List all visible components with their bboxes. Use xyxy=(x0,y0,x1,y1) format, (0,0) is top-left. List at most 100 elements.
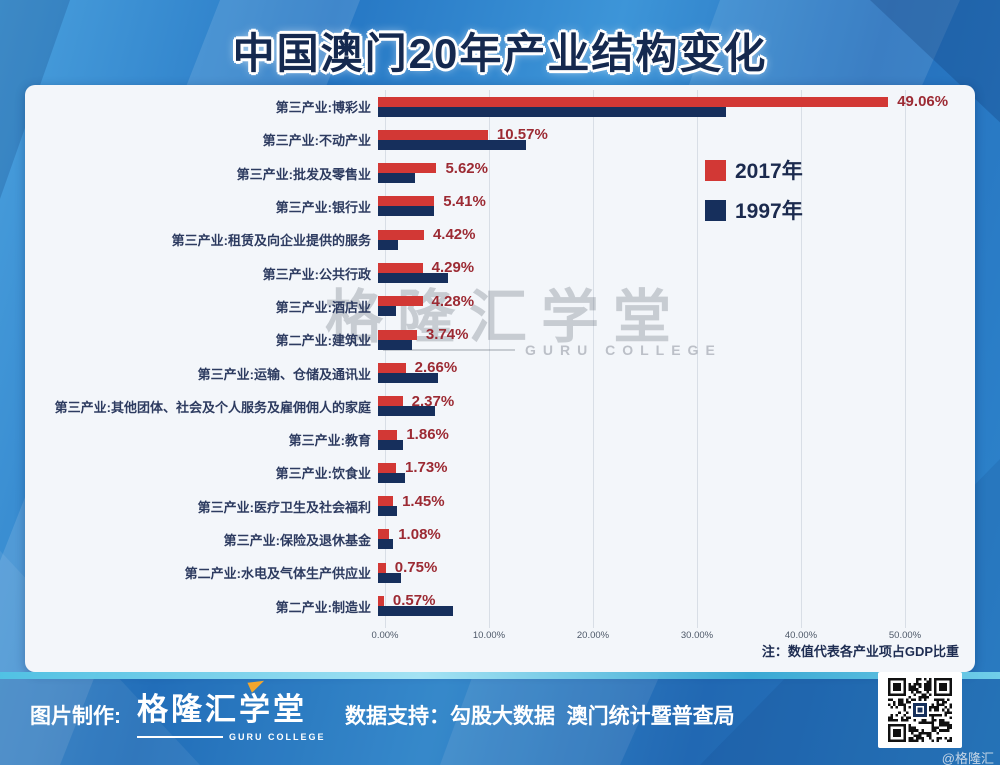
chart-row: 第三产业:饮食业 1.73% xyxy=(25,456,975,489)
bar-1997 xyxy=(378,306,396,317)
gridline xyxy=(801,90,802,628)
bar-group: 3.74% xyxy=(378,323,975,356)
value-label: 1.45% xyxy=(402,492,445,510)
bar-1997 xyxy=(378,173,416,184)
value-label: 5.41% xyxy=(443,192,486,210)
bar-1997 xyxy=(378,439,403,450)
bar-2017 xyxy=(378,396,403,407)
category-label: 第三产业:保险及退休基金 xyxy=(223,533,371,548)
bar-group: 0.57% xyxy=(378,589,975,622)
bar-1997 xyxy=(378,539,393,550)
bar-1997 xyxy=(378,339,413,350)
bar-group: 1.73% xyxy=(378,456,975,489)
category-label: 第二产业:建筑业 xyxy=(275,333,371,349)
bar-group: 0.75% xyxy=(378,556,975,589)
corner-watermark: @格隆汇 xyxy=(941,751,994,765)
bar-1997 xyxy=(378,472,406,483)
gridline xyxy=(489,90,490,628)
bar-group: 4.28% xyxy=(378,290,975,323)
bar-1997 xyxy=(378,239,398,250)
guru-college-logo: 格隆汇学堂 GURU COLLEGE xyxy=(137,676,326,742)
chart-row: 第三产业:酒店业 4.28% xyxy=(25,290,975,323)
x-axis-tick-label: 40.00% xyxy=(784,630,818,641)
bar-group: 4.42% xyxy=(378,223,975,256)
chart-note: 注：数值代表各产业项占GDP比重 xyxy=(761,644,959,659)
bar-2017 xyxy=(378,529,390,540)
category-label: 第三产业:批发及零售业 xyxy=(236,166,371,182)
bar-group: 10.57% xyxy=(378,123,975,156)
category-label: 第二产业:制造业 xyxy=(275,599,371,615)
bar-2017 xyxy=(378,562,386,573)
category-label: 第三产业:银行业 xyxy=(275,200,371,216)
bar-2017 xyxy=(378,263,423,274)
category-label: 第三产业:医疗卫生及社会福利 xyxy=(197,499,371,515)
category-label: 第二产业:水电及气体生产供应业 xyxy=(184,566,371,582)
legend-swatch-1997-icon xyxy=(705,199,726,221)
bar-2017 xyxy=(378,229,424,240)
qr-code xyxy=(878,672,962,748)
category-label: 第三产业:运输、仓储及通讯业 xyxy=(197,366,371,382)
bar-2017 xyxy=(378,362,406,373)
value-label: 0.75% xyxy=(394,559,438,577)
bar-1997 xyxy=(378,572,401,583)
data-support-text: 数据支持：勾股大数据 澳门统计暨普查局 xyxy=(345,705,735,728)
bar-group: 2.37% xyxy=(378,390,975,423)
x-axis-tick-label: 10.00% xyxy=(472,630,506,641)
bar-group: 49.06% xyxy=(378,90,975,123)
legend-item-1997: 1997年 xyxy=(705,195,803,225)
chart-row: 第三产业:租赁及向企业提供的服务 4.42% xyxy=(25,223,975,256)
category-label: 第三产业:博彩业 xyxy=(275,100,371,116)
legend-item-2017: 2017年 xyxy=(705,155,803,185)
x-axis-tick-label: 30.00% xyxy=(680,630,714,641)
chart-row: 第二产业:水电及气体生产供应业 0.75% xyxy=(25,556,975,589)
chart-row: 第二产业:制造业 0.57% xyxy=(25,589,975,622)
value-label: 2.37% xyxy=(411,392,455,410)
bar-group: 5.62% xyxy=(378,157,975,190)
bar-2017 xyxy=(378,462,396,473)
chart-legend: 2017年 1997年 xyxy=(705,155,803,235)
value-label: 2.66% xyxy=(414,359,458,377)
category-label: 第三产业:酒店业 xyxy=(275,299,371,315)
gridline xyxy=(593,90,594,628)
category-label: 第三产业:饮食业 xyxy=(275,466,371,482)
bar-1997 xyxy=(378,406,436,417)
bar-1997 xyxy=(378,106,727,117)
bar-1997 xyxy=(378,273,448,284)
bar-1997 xyxy=(378,506,397,517)
footer-background xyxy=(0,679,1000,765)
cyan-divider xyxy=(0,672,1000,679)
chart-row: 第三产业:教育 1.86% xyxy=(25,423,975,456)
value-label: 10.57% xyxy=(496,126,548,144)
footer: 图片制作: 格隆汇学堂 GURU COLLEGE 数据支持：勾股大数据 澳门统计… xyxy=(0,672,1000,765)
bar-2017 xyxy=(378,196,435,207)
chart-row: 第三产业:运输、仓储及通讯业 2.66% xyxy=(25,356,975,389)
value-label: 4.29% xyxy=(431,259,475,277)
bar-1997 xyxy=(378,606,453,617)
bar-2017 xyxy=(378,429,398,440)
x-axis-tick-label: 20.00% xyxy=(576,630,610,641)
chart-row: 第三产业:医疗卫生及社会福利 1.45% xyxy=(25,490,975,523)
bar-2017 xyxy=(378,129,488,140)
bar-group: 4.29% xyxy=(378,256,975,289)
value-label: 49.06% xyxy=(897,93,949,110)
qr-code-image xyxy=(888,678,952,742)
bar-2017 xyxy=(378,496,394,507)
value-label: 1.73% xyxy=(404,459,448,477)
chart-panel: 0.00% 10.00% 20.00% 30.00% 40.00% 50.00% 格隆汇学… xyxy=(25,85,975,672)
bar-2017 xyxy=(378,296,423,307)
page-title: 中国澳门20年产业结构变化 xyxy=(232,30,768,77)
chart-row: 第三产业:批发及零售业 5.62% xyxy=(25,157,975,190)
value-label: 4.28% xyxy=(431,292,475,310)
legend-label-2017: 2017年 xyxy=(735,160,803,183)
logo-subtext: GURU COLLEGE xyxy=(229,732,326,742)
legend-swatch-2017-icon xyxy=(705,159,726,181)
chart-row: 第三产业:公共行政 4.29% xyxy=(25,256,975,289)
category-label: 第三产业:租赁及向企业提供的服务 xyxy=(171,233,371,249)
value-label: 0.57% xyxy=(392,592,436,610)
category-label: 第三产业:公共行政 xyxy=(262,266,371,282)
chart-row: 第三产业:其他团体、社会及个人服务及雇佣佣人的家庭 2.37% xyxy=(25,390,975,423)
logo-text: 格隆汇学堂 xyxy=(137,692,307,727)
bar-2017 xyxy=(378,96,889,107)
x-axis-tick-label: 0.00% xyxy=(371,630,399,641)
